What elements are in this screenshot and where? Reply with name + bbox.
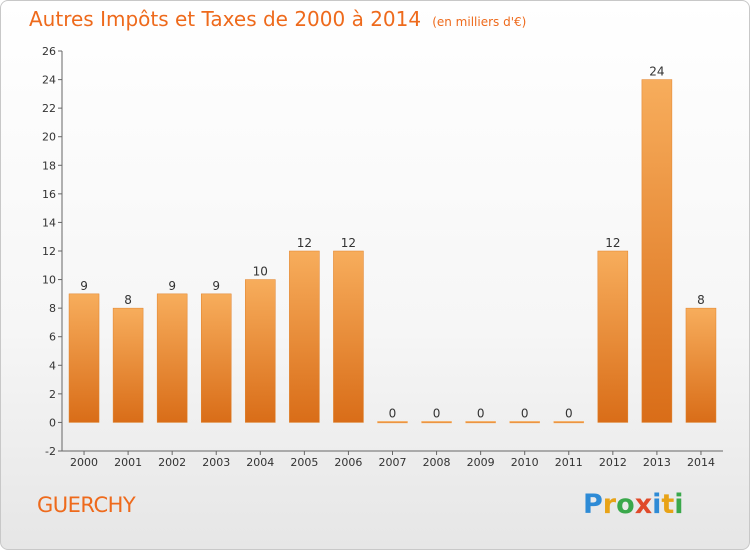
chart-title: Autres Impôts et Taxes de 2000 à 2014 (e…: [29, 7, 526, 31]
y-tick-label: 10: [42, 274, 56, 287]
logo-letter: r: [602, 489, 617, 520]
data-label: 12: [341, 236, 356, 250]
x-tick-label: 2004: [246, 456, 274, 469]
data-label: 0: [565, 406, 573, 420]
x-tick-label: 2011: [555, 456, 583, 469]
x-tick-label: 2006: [334, 456, 362, 469]
bar[interactable]: [289, 250, 320, 423]
data-label: 0: [521, 406, 529, 420]
y-tick-label: 24: [42, 74, 56, 87]
y-tick-label: 2: [49, 388, 56, 401]
x-tick-label: 2003: [202, 456, 230, 469]
x-tick-label: 2010: [511, 456, 539, 469]
x-tick-label: 2007: [379, 456, 407, 469]
y-tick-label: 14: [42, 216, 56, 229]
data-label: 0: [477, 406, 485, 420]
chart-title-main: Autres Impôts et Taxes de 2000 à 2014: [29, 7, 422, 31]
x-tick-label: 2009: [467, 456, 495, 469]
x-tick-label: 2014: [687, 456, 715, 469]
data-label: 0: [389, 406, 397, 420]
bar[interactable]: [597, 250, 629, 423]
data-label: 12: [297, 236, 312, 250]
logo-letter: i: [674, 489, 684, 520]
data-label: 12: [605, 236, 620, 250]
y-tick-label: -2: [45, 445, 56, 458]
x-tick-label: 2001: [114, 456, 142, 469]
y-tick-label: 6: [49, 331, 56, 344]
bar[interactable]: [68, 293, 100, 423]
data-label: 8: [124, 293, 132, 307]
y-tick-label: 26: [42, 45, 56, 58]
y-tick-label: 16: [42, 188, 56, 201]
bar[interactable]: [200, 293, 232, 423]
bar[interactable]: [112, 307, 144, 423]
y-tick-label: 18: [42, 159, 56, 172]
x-tick-label: 2002: [158, 456, 186, 469]
bar[interactable]: [377, 421, 408, 424]
y-tick-label: 20: [42, 131, 56, 144]
x-tick-label: 2000: [70, 456, 98, 469]
logo-letter: x: [634, 489, 653, 520]
x-tick-label: 2012: [599, 456, 627, 469]
proxiti-logo[interactable]: Proxiti: [583, 489, 684, 520]
bar[interactable]: [421, 421, 452, 424]
bar[interactable]: [641, 79, 673, 423]
bar[interactable]: [333, 250, 364, 423]
bar[interactable]: [685, 307, 717, 423]
x-tick-label: 2005: [290, 456, 318, 469]
y-tick-label: 12: [42, 245, 56, 258]
y-tick-label: 22: [42, 102, 56, 115]
data-label: 0: [433, 406, 441, 420]
data-label: 10: [253, 265, 268, 279]
logo-letter: P: [583, 489, 603, 520]
x-tick-label: 2008: [423, 456, 451, 469]
y-tick-label: 8: [49, 302, 56, 315]
data-label: 8: [697, 293, 705, 307]
bar[interactable]: [509, 421, 540, 424]
data-label: 9: [168, 279, 176, 293]
logo-letter: o: [616, 489, 635, 520]
chart-title-unit: (en milliers d'€): [432, 15, 527, 29]
bar[interactable]: [156, 293, 188, 423]
y-tick-label: 0: [49, 416, 56, 429]
logo-letter: i: [652, 489, 662, 520]
logo-letter: t: [661, 489, 675, 520]
bar[interactable]: [465, 421, 496, 424]
bar[interactable]: [553, 421, 585, 424]
x-tick-label: 2013: [643, 456, 671, 469]
commune-name: GUERCHY: [37, 493, 136, 517]
data-label: 9: [212, 279, 220, 293]
data-label: 9: [80, 279, 88, 293]
data-label: 24: [649, 65, 664, 79]
bar[interactable]: [245, 279, 276, 423]
y-tick-label: 4: [49, 359, 56, 372]
